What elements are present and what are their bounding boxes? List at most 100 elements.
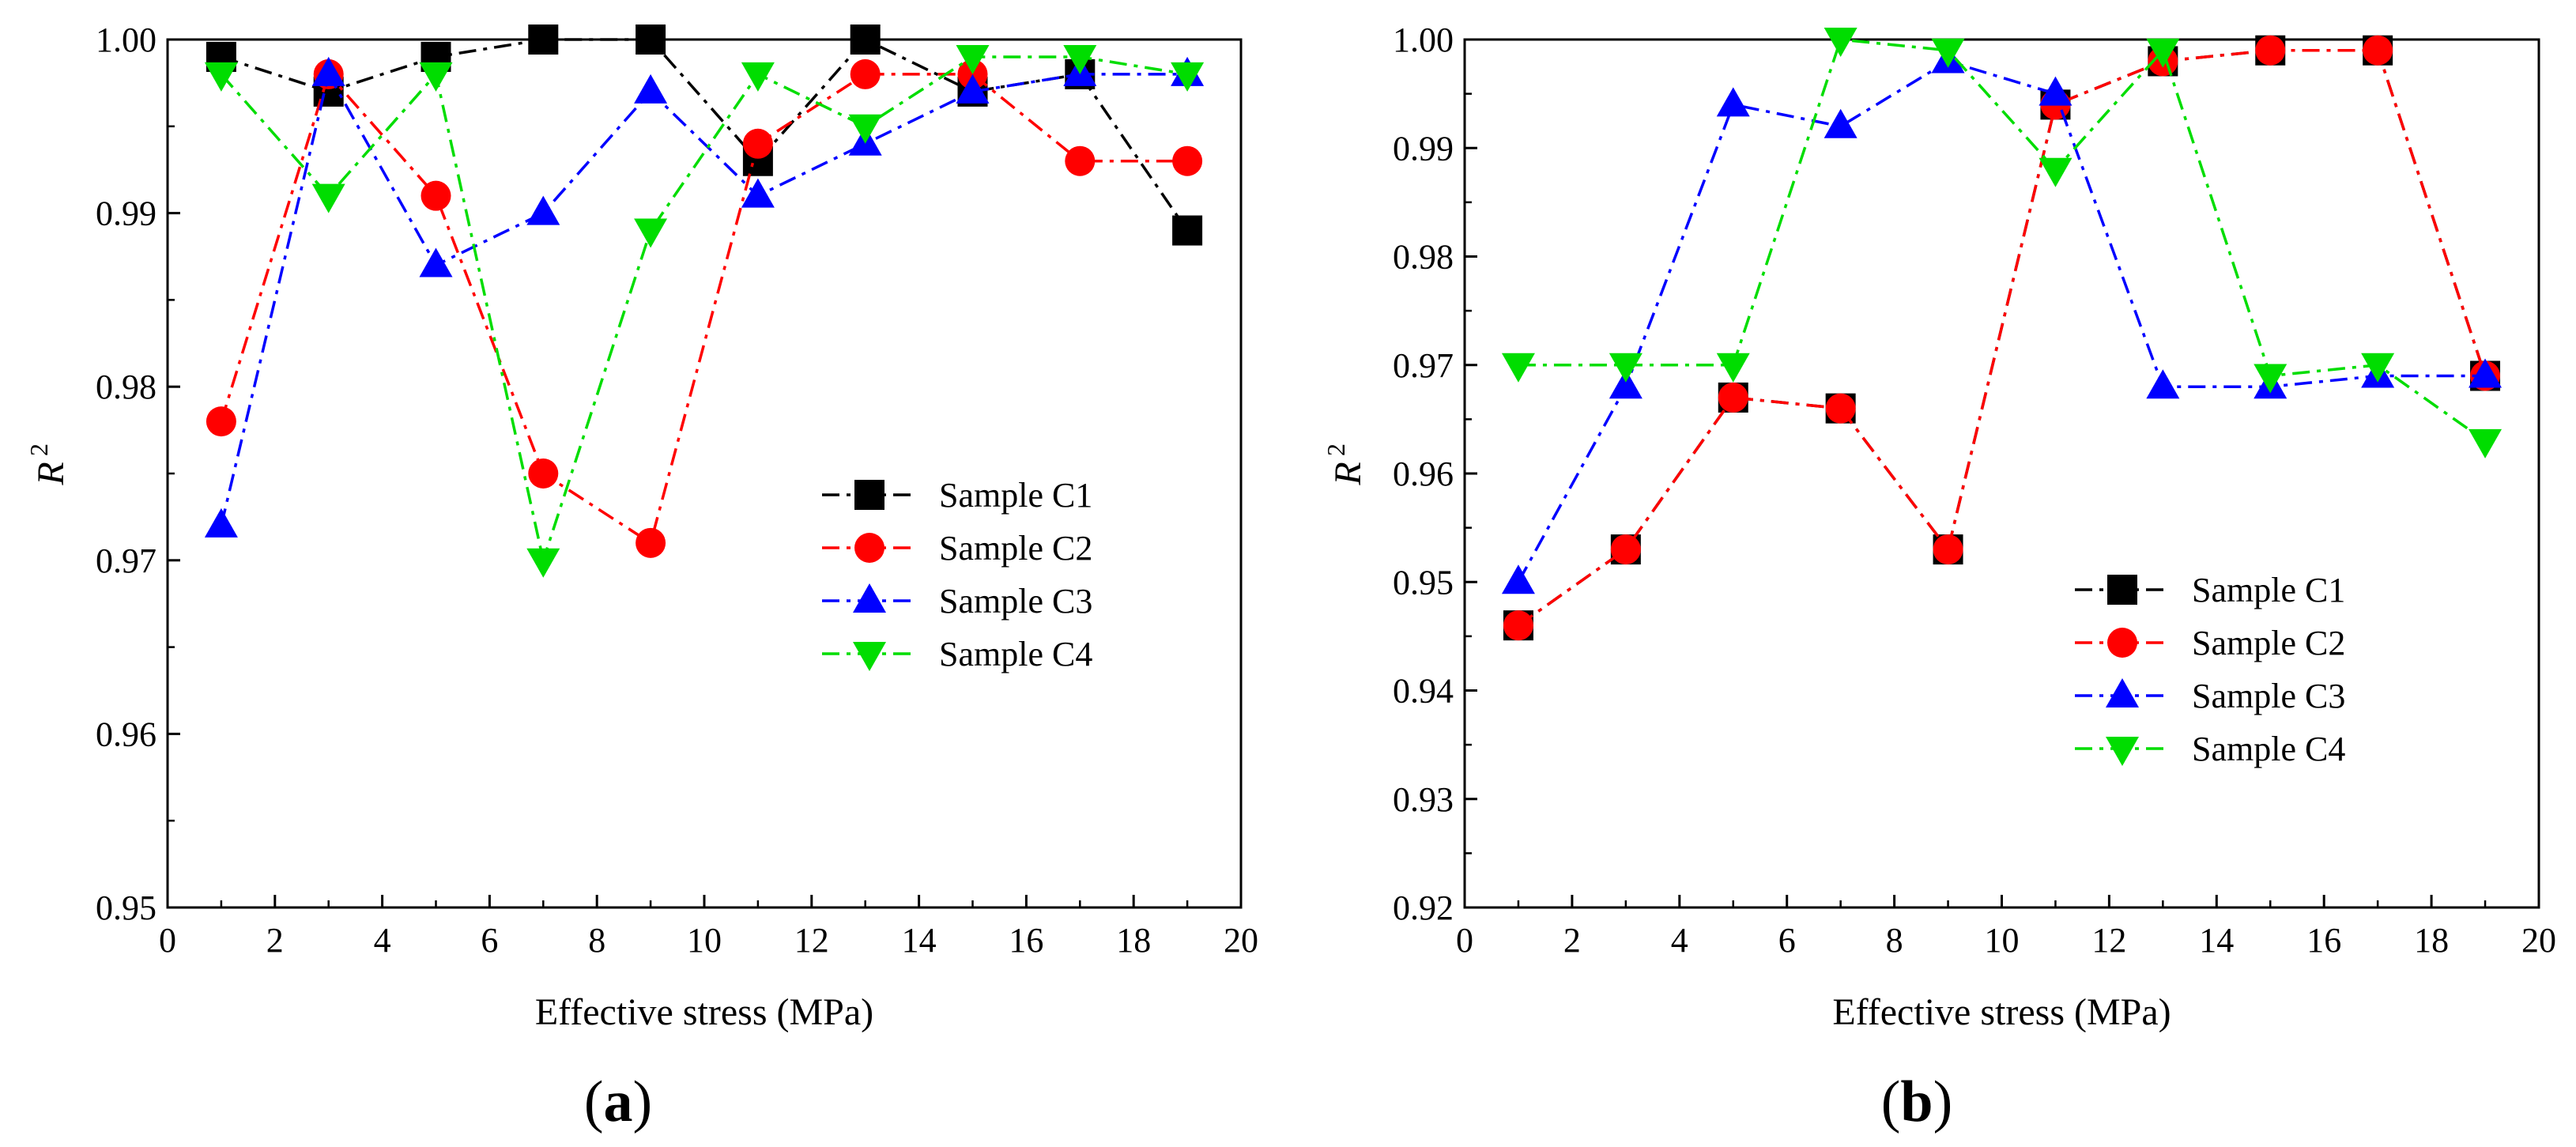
data-point xyxy=(1824,28,1858,57)
data-point xyxy=(1825,393,1856,424)
legend-marker xyxy=(853,642,886,671)
x-tick-label: 16 xyxy=(2306,921,2341,960)
x-tick-label: 2 xyxy=(1563,921,1581,960)
series-line xyxy=(220,70,1188,526)
chart-panel-b: 0 2 4 6 8 10 12 14 16 18 20 0.92 0.93 0.94 0.95 0.96 0.9… xyxy=(1322,21,2556,1134)
legend-label: Sample C3 xyxy=(939,582,1092,621)
legend-marker xyxy=(2106,737,2139,766)
series-sample-c3 xyxy=(1501,43,2502,594)
data-point xyxy=(526,548,560,578)
data-point xyxy=(1716,87,1750,117)
panel-label: (a) xyxy=(584,1070,652,1134)
data-point xyxy=(206,406,236,437)
data-point xyxy=(526,195,560,225)
panel-label-open-paren: ( xyxy=(584,1070,604,1134)
panel-label-close-paren: ) xyxy=(633,1070,653,1134)
data-point xyxy=(311,183,345,213)
y-axis-label: R2 xyxy=(1322,443,1369,486)
legend-item: Sample C2 xyxy=(822,529,1092,568)
y-tick-label: 0.97 xyxy=(1393,346,1454,385)
data-point xyxy=(848,114,882,144)
data-point xyxy=(1716,353,1750,383)
data-point xyxy=(850,25,881,55)
data-point xyxy=(2361,353,2395,383)
legend-marker xyxy=(854,533,884,563)
data-point xyxy=(956,74,990,104)
legend-label: Sample C4 xyxy=(939,635,1092,673)
series-sample-c2 xyxy=(206,58,1203,558)
data-point xyxy=(528,458,559,489)
panel-label-letter: b xyxy=(1900,1070,1933,1134)
x-tick-label: 6 xyxy=(1778,921,1796,960)
data-point xyxy=(2039,76,2072,106)
x-tick-label: 14 xyxy=(902,921,937,960)
y-tick-label: 0.97 xyxy=(96,541,157,580)
data-point xyxy=(634,218,668,248)
y-tick-label: 0.96 xyxy=(1393,455,1454,493)
data-point xyxy=(2469,428,2502,458)
x-tick-label: 2 xyxy=(266,921,284,960)
data-point xyxy=(1933,534,1963,565)
series-sample-c4 xyxy=(1501,28,2502,458)
data-point xyxy=(528,25,559,55)
data-point xyxy=(1609,353,1643,383)
legend: Sample C1 Sample C2 Sample C3 Sample C4 xyxy=(822,476,1092,673)
series-line xyxy=(1517,59,2486,583)
panel-label-open-paren: ( xyxy=(1881,1070,1901,1134)
data-point xyxy=(1171,62,1205,92)
data-point xyxy=(741,178,775,208)
legend-marker xyxy=(2106,678,2139,707)
plot-frame xyxy=(1463,38,2540,909)
data-point xyxy=(1824,108,1858,138)
data-point xyxy=(741,62,775,92)
legend-item: Sample C1 xyxy=(2075,571,2345,609)
x-tick-label: 14 xyxy=(2199,921,2234,960)
y-tick-label: 0.99 xyxy=(1393,129,1454,168)
data-point xyxy=(1503,610,1533,641)
legend-item: Sample C4 xyxy=(2075,730,2345,768)
legend-label: Sample C2 xyxy=(939,529,1092,568)
legend-item: Sample C3 xyxy=(2075,677,2345,715)
x-tick-label: 12 xyxy=(794,921,829,960)
y-axis-label-superscript: 2 xyxy=(25,443,53,456)
y-tick-label: 0.98 xyxy=(1393,238,1454,277)
data-point xyxy=(2469,358,2502,388)
y-tick-label: 0.99 xyxy=(96,194,157,233)
data-point xyxy=(2363,35,2393,66)
data-point xyxy=(2255,35,2286,66)
x-tick-label: 0 xyxy=(1456,921,1473,960)
data-point xyxy=(1609,369,1643,399)
data-point xyxy=(204,507,238,538)
x-tick-label: 20 xyxy=(1224,921,1258,960)
x-axis-label: Effective stress (MPa) xyxy=(535,991,873,1033)
legend-label: Sample C3 xyxy=(2192,677,2345,715)
data-point xyxy=(419,62,453,92)
series-sample-c2 xyxy=(1503,35,2501,641)
data-point xyxy=(419,247,453,277)
x-tick-label: 10 xyxy=(1985,921,2020,960)
y-tick-label: 0.93 xyxy=(1393,780,1454,819)
data-point xyxy=(1501,353,1535,383)
data-point xyxy=(956,44,990,74)
series-sample-c1 xyxy=(1503,35,2501,641)
series-line xyxy=(221,37,1189,232)
legend-marker xyxy=(2107,575,2137,605)
y-tick-label: 0.92 xyxy=(1393,889,1454,927)
data-point xyxy=(2146,369,2180,399)
x-tick-label: 16 xyxy=(1009,921,1043,960)
y-axis-label-superscript: 2 xyxy=(1322,443,1350,456)
y-axis-label: R2 xyxy=(25,443,72,486)
x-tick-label: 18 xyxy=(1116,921,1151,960)
legend-label: Sample C1 xyxy=(939,476,1092,515)
y-axis-label-text: R xyxy=(1327,462,1369,485)
y-tick-label: 0.98 xyxy=(96,368,157,406)
panel-label-close-paren: ) xyxy=(1933,1070,1953,1134)
series-sample-c4 xyxy=(204,44,1205,578)
panel-label-letter: a xyxy=(604,1070,633,1134)
y-tick-label: 0.96 xyxy=(96,715,157,753)
data-point xyxy=(1931,38,1965,68)
series-sample-c3 xyxy=(204,56,1205,538)
x-tick-label: 12 xyxy=(2091,921,2126,960)
data-point xyxy=(2254,364,2287,394)
legend-marker xyxy=(2107,628,2137,658)
